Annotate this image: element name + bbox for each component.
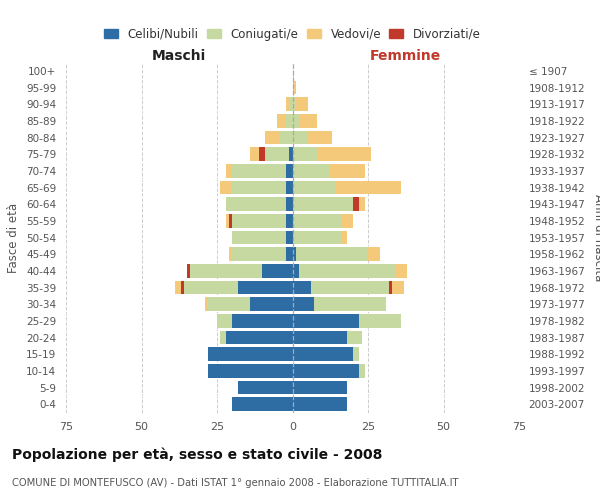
Bar [293,314,359,328]
Bar [293,164,329,177]
Bar [226,330,293,344]
Bar [265,148,289,161]
Bar [229,248,232,261]
Bar [238,280,293,294]
Bar [220,180,232,194]
Bar [359,314,401,328]
Bar [293,380,347,394]
Bar [181,280,184,294]
Text: Femmine: Femmine [370,50,442,64]
Bar [296,98,308,111]
Bar [353,348,359,361]
Bar [217,314,232,328]
Bar [293,214,341,228]
Bar [238,380,293,394]
Bar [286,248,293,261]
Bar [226,198,286,211]
Bar [286,214,293,228]
Bar [392,280,404,294]
Bar [226,214,229,228]
Bar [293,180,335,194]
Bar [229,214,232,228]
Bar [293,248,296,261]
Bar [286,180,293,194]
Bar [347,330,362,344]
Bar [208,364,293,378]
Bar [184,280,238,294]
Bar [208,298,250,311]
Bar [208,348,293,361]
Bar [265,130,280,144]
Bar [293,130,308,144]
Bar [286,114,293,128]
Bar [232,398,293,411]
Bar [286,164,293,177]
Bar [299,264,395,278]
Text: Maschi: Maschi [152,50,206,64]
Bar [389,280,392,294]
Text: COMUNE DI MONTEFUSCO (AV) - Dati ISTAT 1° gennaio 2008 - Elaborazione TUTTITALIA: COMUNE DI MONTEFUSCO (AV) - Dati ISTAT 1… [12,478,458,488]
Bar [175,280,181,294]
Bar [293,114,299,128]
Bar [293,364,359,378]
Bar [293,348,353,361]
Bar [308,130,332,144]
Bar [220,330,226,344]
Bar [232,214,286,228]
Bar [314,298,386,311]
Bar [359,198,365,211]
Bar [293,298,314,311]
Bar [280,130,293,144]
Y-axis label: Fasce di età: Fasce di età [7,202,20,272]
Bar [250,148,259,161]
Bar [293,198,353,211]
Bar [286,198,293,211]
Bar [317,148,371,161]
Bar [311,280,389,294]
Bar [232,248,286,261]
Bar [395,264,407,278]
Bar [293,230,341,244]
Bar [232,230,286,244]
Bar [277,114,286,128]
Bar [341,214,353,228]
Bar [293,264,299,278]
Bar [335,180,401,194]
Bar [293,98,296,111]
Bar [289,98,293,111]
Bar [296,248,368,261]
Bar [293,398,347,411]
Bar [286,98,289,111]
Bar [187,264,190,278]
Bar [232,180,286,194]
Bar [299,114,317,128]
Bar [286,230,293,244]
Bar [250,298,293,311]
Bar [341,230,347,244]
Bar [262,264,293,278]
Bar [359,364,365,378]
Bar [293,148,317,161]
Bar [232,164,286,177]
Bar [289,148,293,161]
Bar [293,330,347,344]
Bar [190,264,262,278]
Bar [353,198,359,211]
Y-axis label: Anni di nascita: Anni di nascita [592,194,600,281]
Bar [293,280,311,294]
Bar [293,80,296,94]
Bar [329,164,365,177]
Bar [226,164,232,177]
Text: Popolazione per età, sesso e stato civile - 2008: Popolazione per età, sesso e stato civil… [12,448,382,462]
Bar [232,314,293,328]
Bar [368,248,380,261]
Bar [259,148,265,161]
Bar [205,298,208,311]
Legend: Celibi/Nubili, Coniugati/e, Vedovi/e, Divorziati/e: Celibi/Nubili, Coniugati/e, Vedovi/e, Di… [100,23,485,46]
